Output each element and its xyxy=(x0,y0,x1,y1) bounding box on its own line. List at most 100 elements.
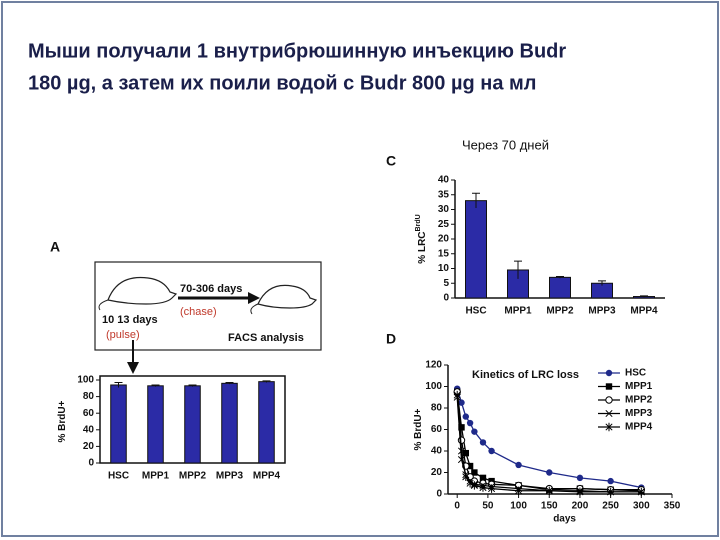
y-tick-label: 20 xyxy=(83,441,95,452)
error-bar xyxy=(151,384,160,387)
x-tick-label: 0 xyxy=(454,501,460,512)
y-tick-label: 80 xyxy=(83,391,95,402)
chart-title: Kinetics of LRC loss xyxy=(472,369,579,381)
marker xyxy=(515,461,522,469)
x-axis-label: days xyxy=(553,514,576,525)
marker xyxy=(471,428,478,435)
marker xyxy=(546,469,553,476)
bar xyxy=(465,200,487,299)
marker xyxy=(607,487,615,497)
marker xyxy=(466,462,474,470)
x-tick-label: MPP4 xyxy=(630,306,658,317)
diagram-label: (pulse) xyxy=(106,329,140,341)
series-line xyxy=(456,391,642,491)
x-tick-label: MPP2 xyxy=(546,306,574,317)
error-bar xyxy=(514,260,522,279)
legend-marker xyxy=(605,369,613,377)
y-tick-label: 35 xyxy=(438,189,450,200)
x-tick-label: 150 xyxy=(541,501,558,512)
legend-marker xyxy=(605,383,613,390)
marker xyxy=(607,477,614,485)
marker xyxy=(457,436,466,444)
mouse-tail xyxy=(98,299,109,311)
marker xyxy=(515,486,523,495)
mouse-icon xyxy=(107,276,178,305)
bar xyxy=(221,382,238,464)
y-tick-label: 15 xyxy=(438,248,450,259)
y-tick-label: 10 xyxy=(438,263,450,274)
bar xyxy=(147,385,164,464)
y-tick-label: 5 xyxy=(443,278,449,289)
y-tick-label: 0 xyxy=(443,293,449,304)
error-bar xyxy=(556,275,564,279)
slide-title: Мыши получали 1 внутрибрюшинную инъекцию… xyxy=(28,40,566,62)
marker xyxy=(453,390,461,400)
error-bar xyxy=(188,384,197,387)
legend-label: HSC xyxy=(625,368,646,379)
error-bar xyxy=(598,280,606,286)
legend-marker xyxy=(605,409,613,418)
y-tick-label: 100 xyxy=(77,375,94,386)
x-tick-label: 100 xyxy=(510,501,527,512)
y-tick-label: 0 xyxy=(436,489,442,500)
y-tick-label: 20 xyxy=(438,234,450,245)
y-tick-label: 20 xyxy=(431,467,443,478)
diagram: 70-306 days (chase) 10 13 days (pulse) F… xyxy=(94,261,322,374)
y-tick-label: 0 xyxy=(88,458,94,469)
y-tick-label: 40 xyxy=(438,175,450,186)
y-tick-label: 25 xyxy=(438,219,450,230)
y-tick-label: 80 xyxy=(431,403,443,414)
y-axis-label: % LRCBrdU xyxy=(415,214,427,263)
x-tick-label: MPP2 xyxy=(179,471,207,482)
marker xyxy=(576,487,584,497)
x-tick-label: 350 xyxy=(664,501,681,512)
y-axis-label: % BrdU+ xyxy=(57,400,68,442)
error-bar xyxy=(472,192,480,209)
marker xyxy=(545,486,553,495)
marker xyxy=(637,487,645,497)
x-tick-label: MPP3 xyxy=(588,306,616,317)
y-axis-label-main: % LRC xyxy=(417,231,428,263)
series-line xyxy=(456,395,642,493)
marker xyxy=(479,483,487,492)
x-tick-label: 200 xyxy=(572,501,589,512)
marker xyxy=(479,439,487,446)
y-tick-label: 100 xyxy=(425,381,442,392)
slide-title: 180 µg, а затем их поили водой с Budr 80… xyxy=(28,72,537,94)
x-tick-label: MPP3 xyxy=(216,471,244,482)
x-tick-label: MPP1 xyxy=(142,471,170,482)
diagram-label: FACS analysis xyxy=(228,332,304,344)
note: Через 70 дней xyxy=(462,137,549,152)
legend-label: MPP4 xyxy=(625,422,653,433)
y-tick-label: 40 xyxy=(83,424,95,435)
marker xyxy=(462,449,469,457)
y-tick-label: 120 xyxy=(425,360,442,371)
legend-marker xyxy=(605,422,613,432)
bar xyxy=(258,381,275,464)
y-tick-label: 40 xyxy=(431,446,443,457)
x-tick-label: HSC xyxy=(465,306,486,317)
x-tick-label: 250 xyxy=(602,501,619,512)
mouse-tail xyxy=(250,303,259,315)
marker xyxy=(576,474,584,482)
x-tick-label: MPP1 xyxy=(504,306,532,317)
y-tick-label: 60 xyxy=(83,408,95,419)
diagram-label: 70-306 days xyxy=(180,283,242,295)
bar xyxy=(549,276,571,299)
y-tick-label: 30 xyxy=(438,204,450,215)
x-tick-label: HSC xyxy=(108,471,129,482)
legend-label: MPP2 xyxy=(625,395,653,406)
error-bar xyxy=(262,380,271,383)
y-axis-label-sup: BrdU xyxy=(415,214,422,231)
marker xyxy=(458,424,465,431)
error-bar xyxy=(114,381,123,388)
marker xyxy=(462,472,470,481)
x-tick-label: MPP4 xyxy=(253,471,281,482)
arrow-head xyxy=(248,292,260,304)
marker xyxy=(470,481,478,490)
marker xyxy=(479,474,487,482)
marker xyxy=(462,413,469,420)
arrow-head xyxy=(127,362,139,374)
marker xyxy=(488,447,495,455)
